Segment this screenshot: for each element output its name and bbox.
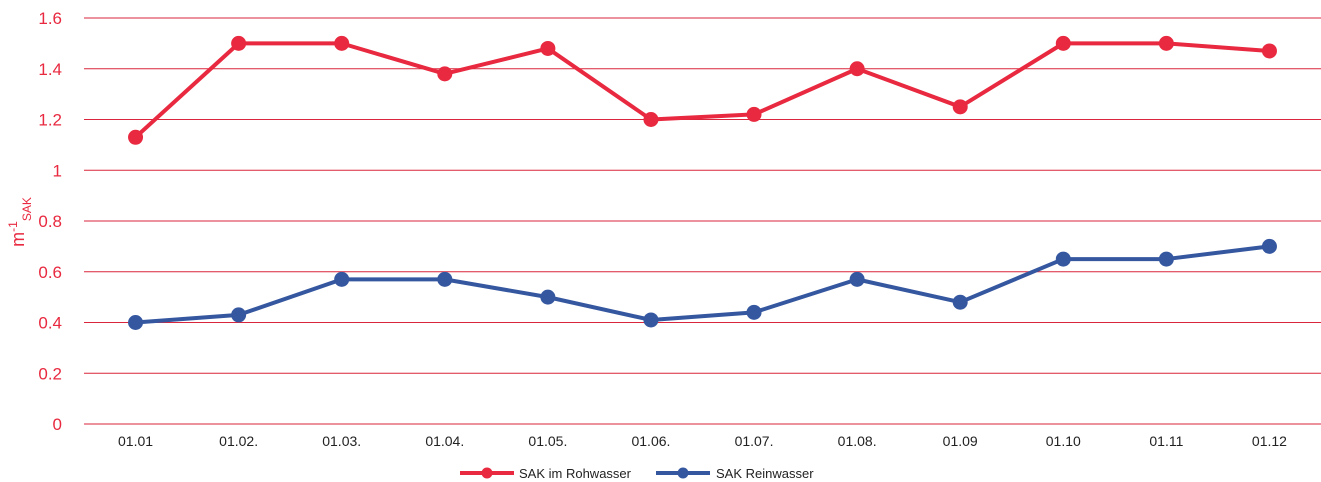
x-tick-label: 01.05. xyxy=(528,433,567,449)
legend-label: SAK Reinwasser xyxy=(716,466,814,481)
y-tick-label: 0.8 xyxy=(38,212,62,231)
data-point xyxy=(540,289,556,305)
y-tick-label: 0.2 xyxy=(38,364,62,383)
x-tick-label: 01.07. xyxy=(735,433,774,449)
x-axis-ticks: 01.01 01.02. 01.03. 01.04. 01.05. 01.06. 01.07… xyxy=(118,433,1287,449)
x-tick-label: 01.01 xyxy=(118,433,153,449)
data-point xyxy=(1261,238,1277,254)
data-point xyxy=(1158,35,1174,51)
data-point xyxy=(128,129,144,145)
series-line xyxy=(134,41,1270,139)
y-tick-label: 0.4 xyxy=(38,314,62,333)
data-point xyxy=(1158,251,1174,267)
legend: SAK im Rohwasser SAK Reinwasser xyxy=(460,466,814,481)
legend-item: SAK Reinwasser xyxy=(656,466,814,481)
y-tick-label: 1.6 xyxy=(38,9,62,28)
x-tick-label: 01.11 xyxy=(1149,433,1183,449)
data-point xyxy=(231,35,247,51)
data-point xyxy=(1055,251,1071,267)
y-tick-label: 0 xyxy=(53,415,62,434)
x-tick-label: 01.12 xyxy=(1252,433,1287,449)
legend-item: SAK im Rohwasser xyxy=(460,466,632,481)
data-point xyxy=(437,66,453,82)
series-2 xyxy=(128,238,1277,330)
x-tick-label: 01.10 xyxy=(1046,433,1081,449)
y-tick-label: 1.4 xyxy=(38,60,62,79)
x-tick-label: 01.09 xyxy=(943,433,978,449)
series-1 xyxy=(128,35,1277,145)
data-point xyxy=(231,307,247,323)
data-point xyxy=(849,61,865,77)
x-tick-label: 01.04. xyxy=(425,433,464,449)
y-axis-ticks: 0 0.2 0.4 0.6 0.8 1 1.2 1.4 1.6 xyxy=(38,9,62,434)
x-tick-label: 01.02. xyxy=(219,433,258,449)
data-point xyxy=(746,106,762,122)
x-tick-label: 01.06. xyxy=(631,433,670,449)
data-point xyxy=(1055,35,1071,51)
data-point xyxy=(952,99,968,115)
data-point xyxy=(540,40,556,56)
legend-swatch-marker xyxy=(481,467,493,479)
x-tick-label: 01.03. xyxy=(322,433,361,449)
series-line xyxy=(135,244,1270,325)
y-tick-label: 1.2 xyxy=(38,111,62,130)
y-tick-label: 0.6 xyxy=(38,263,62,282)
data-point xyxy=(952,294,968,310)
data-point xyxy=(437,271,453,287)
data-point xyxy=(334,35,350,51)
data-point xyxy=(746,304,762,320)
y-tick-label: 1 xyxy=(53,161,62,180)
data-point xyxy=(1261,43,1277,59)
data-point xyxy=(128,315,144,330)
data-point xyxy=(643,112,659,127)
gridlines xyxy=(84,17,1321,425)
data-point xyxy=(643,312,659,328)
y-axis-label: m-1SAK xyxy=(6,197,34,247)
legend-label: SAK im Rohwasser xyxy=(519,466,632,481)
data-point xyxy=(334,271,350,287)
legend-swatch-marker xyxy=(677,467,689,479)
series-group xyxy=(128,35,1277,330)
data-point xyxy=(849,271,865,287)
x-tick-label: 01.08. xyxy=(838,433,877,449)
